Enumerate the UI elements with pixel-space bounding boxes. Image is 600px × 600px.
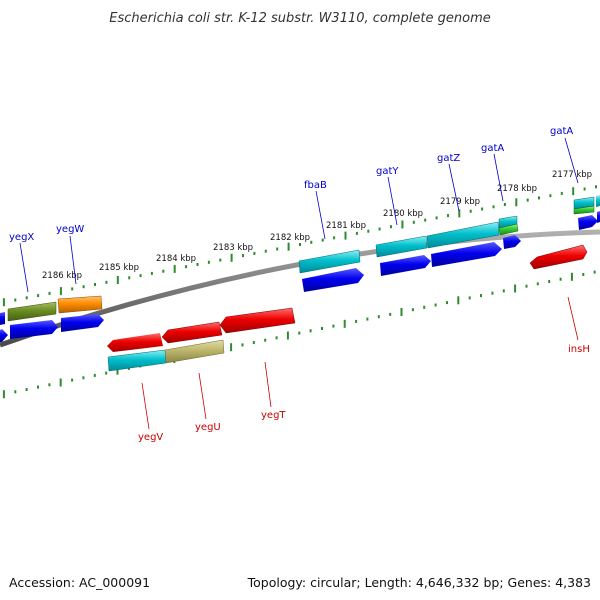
gene-feature-yegU[interactable] (164, 339, 225, 364)
scale-label-2186: 2186 kbp (42, 271, 82, 281)
leader-line-yegX (19, 242, 29, 293)
gene-label-fbaB[interactable]: fbaB (304, 180, 327, 191)
inner-scale-track (2, 270, 596, 399)
gene-feature-right-green[interactable] (573, 205, 595, 215)
scale-label-2177: 2177 kbp (552, 170, 592, 180)
leader-line-yegV (141, 382, 150, 430)
gene-arrow-red[interactable] (107, 333, 163, 352)
gene-arrow-blue[interactable] (10, 320, 58, 339)
gene-feature-right-edge-cyan[interactable] (596, 195, 600, 207)
scale-label-2179: 2179 kbp (440, 197, 480, 207)
gene-feature-yegU-red[interactable] (161, 321, 223, 344)
scale-label-2181: 2181 kbp (326, 221, 366, 231)
outer-scale-track (2, 185, 597, 307)
gene-label-yegW[interactable]: yegW (56, 224, 84, 235)
gene-arrow-blue[interactable] (431, 242, 502, 267)
leader-line-insH (567, 296, 579, 341)
accession-text: Accession: AC_000091 (9, 575, 150, 590)
gene-label-yegV[interactable]: yegV (138, 432, 163, 443)
scale-label-2182: 2182 kbp (270, 233, 310, 243)
scale-label-2183: 2183 kbp (213, 243, 253, 253)
gene-feature-gatZ[interactable] (426, 221, 500, 249)
gene-label-gatA-2[interactable]: gatA (550, 126, 573, 137)
gene-arrow-blue[interactable] (61, 314, 104, 332)
gene-label-yegU[interactable]: yegU (195, 422, 221, 433)
gene-feature-yegT[interactable] (219, 307, 296, 334)
map-title: Escherichia coli str. K-12 substr. W3110… (109, 11, 490, 26)
leader-line-gatZ (448, 163, 460, 212)
scale-label-2178: 2178 kbp (497, 184, 537, 194)
gene-features (0, 195, 600, 372)
genome-summary-text: Topology: circular; Length: 4,646,332 bp… (247, 575, 591, 590)
gene-feature-yegV[interactable] (107, 349, 167, 372)
gene-feature-insH[interactable] (529, 244, 588, 270)
gene-arrow-blue[interactable] (380, 255, 431, 276)
gene-arrow-blue[interactable] (597, 211, 600, 223)
gene-label-yegT[interactable]: yegT (261, 410, 286, 421)
scale-label-2180: 2180 kbp (383, 209, 423, 219)
gene-label-insH[interactable]: insH (568, 344, 590, 355)
leader-line-fbaB (315, 190, 326, 240)
gene-label-gatA[interactable]: gatA (481, 143, 504, 154)
leader-line-yegU (198, 372, 207, 420)
gene-label-gatY[interactable]: gatY (376, 166, 399, 177)
gene-arrow-blue[interactable] (578, 215, 598, 230)
gene-feature-yegW[interactable] (57, 295, 103, 314)
gene-leader-lines (19, 137, 579, 430)
gene-label-yegX[interactable]: yegX (9, 232, 34, 243)
gene-feature-yegX[interactable] (7, 301, 57, 322)
gene-arrow-blue[interactable] (0, 312, 5, 325)
leader-line-yegT (264, 361, 272, 408)
gene-arrow-blue[interactable] (503, 235, 521, 249)
leader-line-gatA-2 (564, 137, 579, 184)
gene-label-gatZ[interactable]: gatZ (437, 153, 460, 164)
gene-arrow-blue[interactable] (0, 329, 8, 342)
leader-line-yegW (69, 235, 77, 285)
scale-label-2185: 2185 kbp (99, 263, 139, 273)
gene-feature-gatY[interactable] (375, 235, 428, 258)
leader-line-gatY (387, 176, 398, 226)
leader-line-gatA (493, 153, 504, 202)
gene-arrow-blue[interactable] (302, 268, 364, 292)
gene-feature-gatA-green[interactable] (498, 223, 519, 236)
scale-label-2184: 2184 kbp (156, 254, 196, 264)
gene-feature-fbaB[interactable] (298, 249, 361, 274)
